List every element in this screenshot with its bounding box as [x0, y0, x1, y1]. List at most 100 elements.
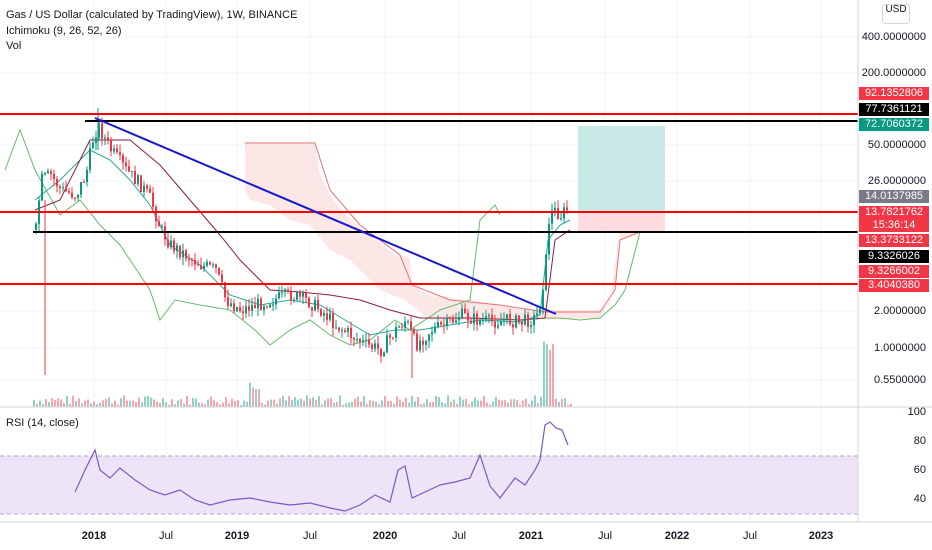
candle-body	[461, 308, 463, 319]
volume-bar	[480, 400, 482, 407]
volume-bar	[297, 399, 299, 407]
volume-bar	[336, 401, 338, 407]
candle-body	[329, 313, 331, 320]
volume-bar	[219, 404, 221, 407]
candle-body	[197, 264, 199, 266]
candle-body	[119, 152, 121, 156]
candle-body	[368, 339, 370, 345]
volume-bar	[426, 399, 428, 407]
volume-bar	[375, 401, 377, 407]
candle-body	[548, 223, 550, 255]
candle-body	[251, 304, 253, 311]
candle-body	[206, 262, 208, 266]
candle-body	[59, 186, 61, 189]
candle-body	[230, 303, 232, 307]
volume-bar	[540, 396, 542, 407]
candle-body	[182, 250, 184, 258]
candle-body	[128, 166, 130, 172]
price-tag[interactable]: 72.7060372	[859, 118, 929, 131]
volume-bar	[315, 399, 317, 407]
candle-body	[86, 169, 88, 183]
current-price-tag[interactable]: 13.7821762	[859, 206, 929, 219]
volume-bar	[333, 402, 335, 407]
ichimoku-legend[interactable]: Ichimoku (9, 26, 52, 26)	[6, 25, 122, 37]
candle-body	[473, 313, 475, 324]
volume-bar	[246, 401, 248, 407]
candle-body	[131, 170, 133, 172]
volume-bar	[204, 404, 206, 407]
volume-bar	[54, 400, 56, 407]
time-axis-label: Jul	[742, 530, 758, 542]
price-tag[interactable]: 13.3733122	[859, 234, 929, 247]
candle-body	[374, 343, 376, 349]
candle-body	[443, 324, 445, 326]
candle-body	[455, 320, 457, 323]
price-tag[interactable]: 14.0137985	[859, 190, 929, 203]
volume-bar	[507, 402, 509, 407]
price-axis-label: 400.0000000	[861, 31, 926, 43]
volume-bar	[222, 402, 224, 407]
volume-bar	[543, 341, 545, 407]
position-profit-zone[interactable]	[578, 126, 665, 212]
candle-body	[56, 178, 58, 187]
candle-body	[233, 303, 235, 312]
volume-bar	[393, 403, 395, 407]
volume-bar	[537, 403, 539, 407]
volume-bar	[186, 396, 188, 407]
candle-body	[68, 191, 70, 193]
candle-body	[335, 327, 337, 329]
volume-bar	[429, 402, 431, 407]
candle-body	[254, 304, 256, 309]
rsi-axis-label: 60	[913, 464, 926, 476]
candle-body	[314, 299, 316, 311]
candle-body	[53, 173, 55, 179]
volume-bar	[264, 404, 266, 407]
volume-bar	[408, 402, 410, 407]
rsi-legend[interactable]: RSI (14, close)	[6, 417, 79, 429]
volume-bar	[90, 403, 92, 407]
candle-body	[89, 148, 91, 170]
chikou-span	[4, 128, 501, 346]
position-loss-zone[interactable]	[578, 212, 665, 232]
price-axis-label: 50.0000000	[867, 139, 926, 151]
price-tag[interactable]: 92.1352806	[859, 87, 929, 100]
candle-body	[437, 322, 439, 327]
volume-legend[interactable]: Vol	[6, 40, 22, 52]
volume-bar	[48, 402, 50, 407]
candle-body	[299, 291, 301, 297]
candle-body	[281, 292, 283, 294]
candle-body	[104, 137, 106, 139]
volume-bar	[327, 398, 329, 407]
candle-body	[536, 313, 538, 316]
candle-body	[284, 289, 286, 293]
volume-bar	[147, 395, 149, 407]
downtrend-line[interactable]	[94, 117, 557, 315]
volume-bar	[552, 343, 554, 407]
volume-bar	[489, 404, 491, 407]
volume-bar	[468, 404, 470, 407]
price-tag[interactable]: 3.4040380	[859, 279, 929, 292]
volume-bar	[414, 401, 416, 407]
currency-button[interactable]: USD	[882, 4, 910, 24]
price-tag[interactable]: 9.3326026	[859, 250, 929, 263]
candle-body	[476, 313, 478, 325]
volume-bar	[51, 398, 53, 407]
candle-body	[539, 308, 541, 314]
price-tag[interactable]: 9.3266002	[859, 265, 929, 278]
volume-bar	[168, 404, 170, 407]
volume-bar	[423, 403, 425, 407]
volume-bar	[456, 403, 458, 407]
price-axis-label: 26.0000000	[867, 175, 926, 187]
volume-bar	[309, 398, 311, 407]
candle-body	[356, 339, 358, 341]
candle-body	[71, 192, 73, 198]
candle-body	[296, 291, 298, 300]
candle-body	[227, 297, 229, 307]
price-tag[interactable]: 77.7361121	[859, 103, 929, 116]
volume-bar	[159, 402, 161, 407]
candle-body	[80, 181, 82, 195]
candle-body	[359, 339, 361, 342]
candle-body	[482, 319, 484, 321]
candle-body	[419, 340, 421, 351]
